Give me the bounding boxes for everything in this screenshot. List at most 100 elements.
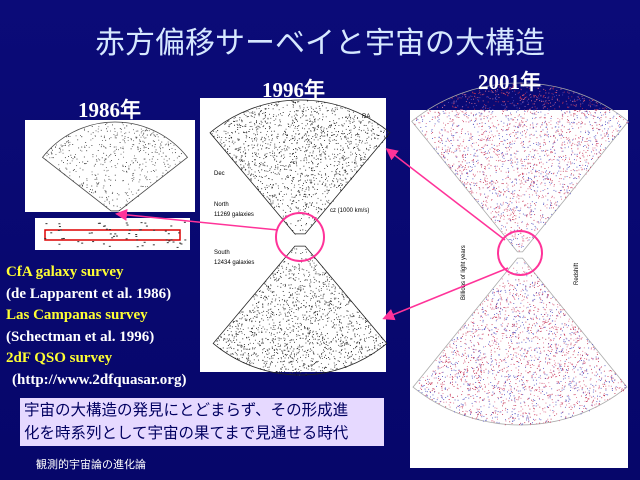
dot (289, 140, 291, 141)
dot (374, 121, 376, 123)
dot (257, 186, 259, 188)
dot (482, 171, 484, 173)
dot (332, 284, 334, 286)
dot (242, 314, 243, 316)
dot (475, 199, 477, 201)
dot (530, 209, 532, 211)
dot (303, 275, 305, 277)
dot (339, 187, 341, 189)
dot (551, 96, 553, 98)
dot (245, 111, 247, 113)
dot (295, 316, 297, 318)
dot (114, 137, 116, 139)
dot (263, 164, 265, 166)
dot (257, 187, 259, 189)
dot (507, 190, 509, 192)
dot (279, 348, 281, 350)
dot (365, 321, 366, 323)
dot (346, 343, 348, 345)
dot (317, 212, 319, 214)
dot (571, 153, 572, 155)
dot (292, 366, 294, 368)
dot (341, 167, 343, 169)
dot (599, 128, 601, 130)
dot (545, 149, 547, 151)
dot (506, 110, 508, 112)
dot (584, 165, 586, 166)
dot (252, 140, 254, 142)
dot (506, 106, 508, 108)
dot (515, 179, 517, 181)
dot (286, 301, 287, 303)
dot (327, 348, 329, 350)
dot (453, 163, 455, 165)
dot (270, 277, 272, 279)
dot (255, 353, 257, 355)
dot (481, 113, 483, 115)
dot (266, 285, 268, 287)
dot (305, 319, 307, 321)
dot (91, 126, 93, 128)
dot (485, 90, 487, 92)
dot (169, 165, 171, 167)
dot (239, 318, 241, 320)
dot (465, 96, 467, 98)
dot (338, 292, 340, 294)
dot (569, 142, 571, 144)
dot (360, 130, 362, 132)
dot (326, 134, 328, 136)
dot (597, 132, 598, 134)
dot (315, 318, 317, 320)
dot (238, 149, 240, 151)
dot (144, 137, 146, 139)
dot (502, 113, 503, 115)
dot (375, 338, 377, 339)
dot (549, 171, 551, 173)
dot (103, 137, 105, 139)
dot (165, 143, 167, 145)
dot (481, 206, 483, 208)
dot (238, 132, 240, 134)
dot (270, 155, 272, 156)
dot (332, 322, 334, 324)
dot (336, 187, 338, 188)
dot (272, 202, 274, 204)
dot (484, 122, 486, 124)
dot (254, 334, 256, 336)
dot (597, 109, 599, 111)
dot (54, 146, 56, 148)
dot (280, 283, 282, 284)
dot (240, 151, 241, 153)
dot (529, 203, 531, 205)
dot (313, 353, 315, 355)
dot (363, 129, 365, 131)
dot (353, 125, 355, 127)
dot (566, 131, 568, 133)
dot (310, 182, 312, 184)
dot (278, 124, 280, 126)
dot (300, 160, 302, 162)
dot (457, 105, 459, 107)
dot (274, 325, 276, 326)
dot (261, 330, 263, 332)
dot (296, 142, 298, 143)
dot (264, 120, 266, 122)
dot (548, 167, 549, 169)
dot (262, 314, 264, 316)
dot (563, 178, 565, 180)
dot (291, 181, 293, 183)
dot (529, 196, 531, 198)
dot (345, 351, 347, 353)
dot (351, 178, 352, 180)
dot (329, 300, 331, 302)
dot (330, 298, 332, 299)
dot (263, 310, 265, 312)
dot (270, 316, 272, 318)
dot (290, 360, 292, 362)
dot (272, 275, 274, 277)
dot (581, 169, 583, 171)
dot (309, 279, 311, 281)
dot (312, 161, 314, 163)
dot (272, 338, 274, 340)
dot (464, 147, 465, 149)
